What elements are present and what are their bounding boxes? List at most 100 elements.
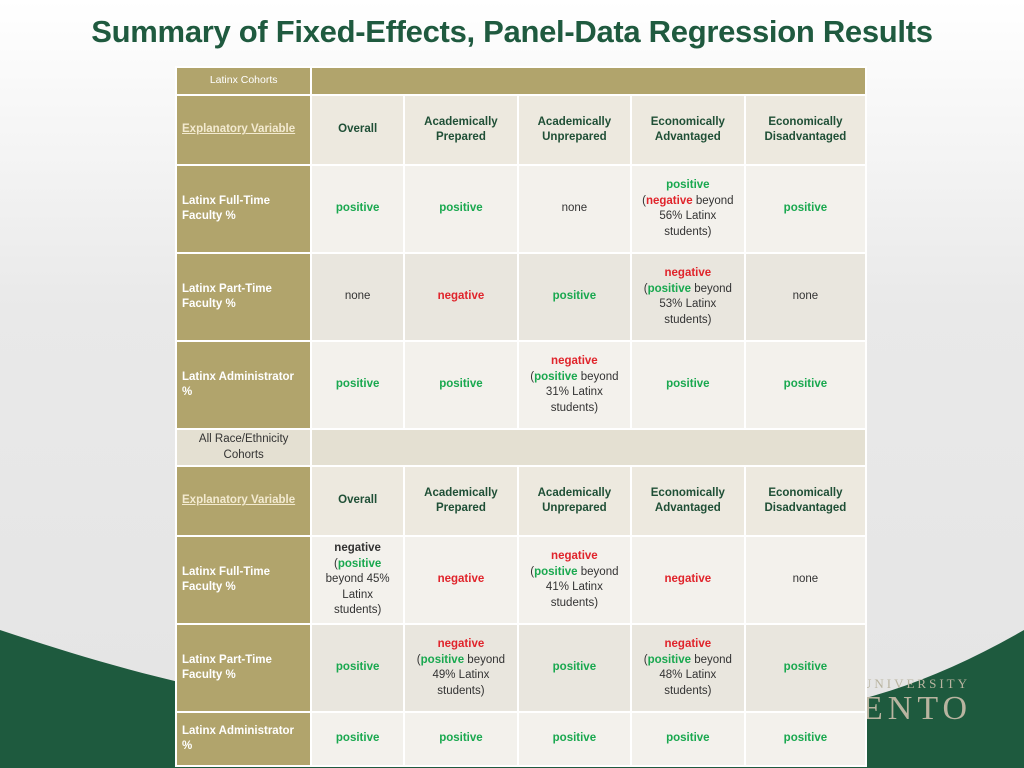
row-label: Latinx Part-Time Faculty % — [177, 254, 311, 340]
row-label: Latinx Administrator % — [177, 713, 311, 765]
result-text: positive — [666, 179, 710, 191]
column-header: Overall — [312, 96, 403, 164]
result-text: positive — [666, 378, 710, 391]
section-label: All Race/Ethnicity Cohorts — [177, 430, 311, 465]
result-text: positive — [335, 732, 380, 745]
result-cell: negative (positive beyond 41% Latinx stud… — [518, 537, 630, 623]
result-text: ( — [643, 653, 648, 666]
result-text: positive — [647, 282, 692, 295]
column-header: Explanatory Variable — [177, 467, 311, 535]
row-label: Latinx Part-Time Faculty % — [177, 625, 311, 711]
column-header: Academically Prepared — [404, 96, 517, 164]
result-cell: positive — [404, 713, 517, 765]
result-text: positive — [439, 202, 483, 215]
row-label: Latinx Full-Time Faculty % — [177, 166, 311, 252]
result-text: ( — [416, 653, 421, 666]
result-cell: negative — [404, 537, 517, 623]
result-cell: positive — [745, 713, 865, 765]
data-row: Latinx Full-Time Faculty % negative (posit… — [177, 537, 865, 623]
result-text: none — [792, 290, 819, 303]
result-text: beyond 48% Latinx students) — [659, 653, 732, 697]
column-header: Economically Advantaged — [631, 467, 744, 535]
data-row: Latinx Administrator % positive positive ne… — [177, 342, 865, 428]
section-fill — [312, 68, 865, 94]
result-text: positive — [783, 661, 828, 674]
result-text: ( — [643, 282, 648, 295]
result-cell: negative — [404, 254, 517, 340]
header-row: Explanatory Variable Overall Academically … — [177, 467, 865, 535]
result-text: beyond 53% Latinx students) — [659, 282, 732, 326]
result-cell: negative (positive beyond 49% Latinx stud… — [404, 625, 517, 711]
logo-line: UNIVERSITY — [862, 676, 970, 691]
column-header: Economically Advantaged — [631, 96, 744, 164]
result-text: positive — [534, 370, 578, 383]
result-cell: positive — [631, 342, 744, 428]
result-text: beyond 41% Latinx students) — [545, 565, 619, 609]
section-row: All Race/Ethnicity Cohorts — [177, 430, 865, 465]
result-text: ( — [530, 370, 535, 383]
header-text: Explanatory Variable — [182, 123, 296, 136]
result-cell: positive — [404, 342, 517, 428]
result-cell: none — [518, 166, 630, 252]
column-header: Economically Disadvantaged — [745, 467, 865, 535]
result-text: negative — [645, 194, 693, 207]
result-cell: none — [745, 537, 865, 623]
section-fill — [312, 430, 865, 465]
result-text: negative — [664, 267, 712, 279]
result-text: ( — [333, 557, 338, 570]
result-text: negative — [551, 355, 598, 367]
results-table: Latinx Cohorts Explanatory Variable Overal… — [175, 66, 867, 767]
result-cell: negative — [631, 537, 744, 623]
result-text: positive — [552, 290, 597, 303]
result-cell: positive — [745, 625, 865, 711]
result-cell: positive — [312, 713, 403, 765]
result-text: positive — [335, 378, 380, 391]
result-text: none — [792, 573, 819, 586]
data-row: Latinx Part-Time Faculty % none negative po… — [177, 254, 865, 340]
result-text: beyond 31% Latinx students) — [545, 370, 619, 414]
result-text: none — [344, 290, 371, 303]
logo: UNIVERSITY ENTO — [862, 676, 972, 726]
result-text: positive — [783, 732, 828, 745]
column-header: Academically Prepared — [404, 467, 517, 535]
result-cell: positive — [518, 713, 630, 765]
title: Summary of Fixed-Effects, Panel-Data Reg… — [91, 14, 933, 49]
result-text: negative — [437, 290, 485, 303]
result-cell: none — [745, 254, 865, 340]
column-header: Overall — [312, 467, 403, 535]
result-cell: positive — [312, 342, 403, 428]
result-cell: positive — [312, 166, 403, 252]
result-text: positive — [534, 565, 578, 578]
data-row: Latinx Full-Time Faculty % positive positi… — [177, 166, 865, 252]
result-text: positive — [439, 732, 483, 745]
result-cell: negative (positive beyond 45% Latinx stud… — [312, 537, 403, 623]
result-cell: positive — [518, 625, 630, 711]
data-row: Latinx Part-Time Faculty % positive negati… — [177, 625, 865, 711]
result-text: positive — [420, 653, 465, 666]
result-text: beyond 49% Latinx students) — [432, 653, 506, 697]
result-cell: negative (positive beyond 31% Latinx stud… — [518, 342, 630, 428]
result-text: positive — [335, 202, 380, 215]
data-row: Latinx Administrator % positive positive po… — [177, 713, 865, 765]
result-cell: positive (negative beyond 56% Latinx stud… — [631, 166, 744, 252]
result-cell: none — [312, 254, 403, 340]
result-text: beyond 45% Latinx students) — [325, 573, 390, 617]
column-header: Academically Unprepared — [518, 467, 630, 535]
result-text: negative — [664, 638, 712, 650]
result-text: none — [561, 202, 588, 215]
row-label: Latinx Full-Time Faculty % — [177, 537, 311, 623]
result-text: positive — [335, 661, 380, 674]
result-text: positive — [337, 557, 382, 570]
result-cell: positive — [518, 254, 630, 340]
result-text: ( — [530, 565, 535, 578]
header-row: Explanatory Variable Overall Academically … — [177, 96, 865, 164]
result-cell: positive — [631, 713, 744, 765]
result-cell: positive — [404, 166, 517, 252]
column-header: Explanatory Variable — [177, 96, 311, 164]
row-label: Latinx Administrator % — [177, 342, 311, 428]
result-text: negative — [437, 573, 485, 586]
result-text: positive — [647, 653, 692, 666]
result-cell: positive — [312, 625, 403, 711]
logo-line: ENTO — [862, 690, 973, 727]
section-row: Latinx Cohorts — [177, 68, 865, 94]
